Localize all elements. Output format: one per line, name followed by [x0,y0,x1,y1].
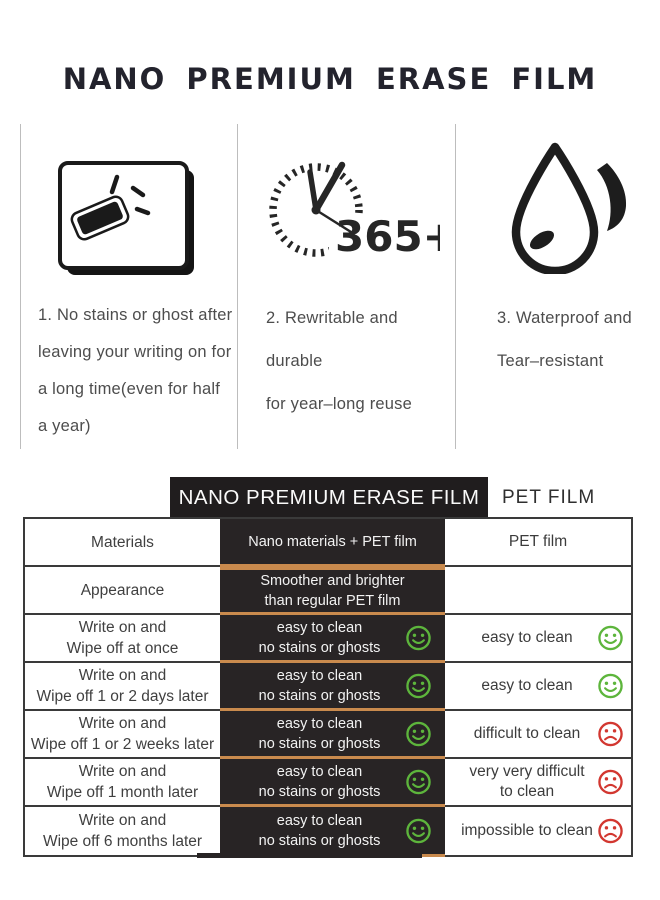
nano-film-cell: easy to clean no stains or ghosts [220,615,445,663]
feature-3-text: 3. Waterproof and Tear–resistant [497,309,632,370]
happy-face-icon [406,818,431,843]
column-divider [237,124,238,449]
row-attribute: Materials [91,533,154,551]
row-attribute: Appearance [80,581,165,599]
table-row: Appearance Smoother and brighter than re… [25,567,631,615]
pet-film-cell: difficult to clean [445,711,631,757]
row-attribute: Write on and Wipe off 1 or 2 days later [36,667,209,705]
cell-text: easy to clean no stains or ghosts [258,763,381,800]
pet-film-cell: easy to clean [445,615,631,661]
row-attribute: Write on and Wipe off at once [66,619,179,657]
feature-1-text: 1. No stains or ghost after leaving your… [38,306,233,435]
eraser-board-icon [58,161,194,275]
pet-film-cell: very very difficult to clean [445,759,631,805]
cell-text: easy to clean no stains or ghosts [258,619,381,656]
clock-badge-365: 365+ [335,212,440,261]
row-attribute: Write on and Wipe off 1 or 2 weeks later [30,715,215,753]
happy-face-icon [406,769,431,794]
sad-face-icon [598,769,623,795]
pet-film-cell: impossible to clean [445,807,631,855]
happy-face-icon [406,625,431,650]
nano-film-cell: Smoother and brighter than regular PET f… [220,567,445,615]
happy-face-icon [406,673,431,698]
cell-text: easy to clean no stains or ghosts [258,667,381,704]
feature-2-text: 2. Rewritable and durable for year–long … [266,309,412,413]
nano-film-cell: easy to clean no stains or ghosts [220,663,445,711]
row-attribute: Write on and Wipe off 1 month later [46,763,199,801]
cell-text: very very difficult to clean [469,763,585,800]
nano-film-cell: easy to clean no stains or ghosts [220,711,445,759]
happy-face-icon [598,673,623,699]
pet-film-header: PET FILM [502,487,596,508]
table-row: Materials Nano materials + PET film PET … [25,519,631,567]
nano-film-cell: Nano materials + PET film [220,519,445,567]
column-divider [455,124,456,449]
table-row: Write on and Wipe off 1 or 2 days later … [25,663,631,711]
clock-icon: 365+ [269,161,440,262]
comparison-table: Materials Nano materials + PET film PET … [23,517,633,857]
pet-film-cell: easy to clean [445,663,631,709]
cell-text: easy to clean no stains or ghosts [258,715,381,752]
cell-text: difficult to clean [473,725,581,742]
pet-film-cell: PET film [508,533,568,550]
nano-film-cell: easy to clean no stains or ghosts [220,807,445,857]
page-title: NANO PREMIUM ERASE FILM [62,62,598,96]
cell-text: easy to clean no stains or ghosts [258,812,381,849]
table-row: Write on and Wipe off 1 month later easy… [25,759,631,807]
happy-face-icon [406,721,431,746]
table-row: Write on and Wipe off at once easy to cl… [25,615,631,663]
cell-text: easy to clean [481,677,573,694]
waterdrop-icon [511,142,627,274]
cell-text: impossible to clean [461,822,593,839]
pet-film-cell [445,567,631,613]
nano-film-header-banner: NANO PREMIUM ERASE FILM [170,477,488,518]
row-attribute: Write on and Wipe off 6 months later [42,812,203,850]
sad-face-icon [598,818,623,844]
happy-face-icon [598,625,623,651]
column-divider [20,124,21,449]
table-row: Write on and Wipe off 1 or 2 weeks later… [25,711,631,759]
cell-text: easy to clean [481,629,573,646]
nano-film-cell: easy to clean no stains or ghosts [220,759,445,807]
sad-face-icon [598,721,623,747]
nano-column-footer-strip [197,853,422,858]
table-row: Write on and Wipe off 6 months later eas… [25,807,631,857]
